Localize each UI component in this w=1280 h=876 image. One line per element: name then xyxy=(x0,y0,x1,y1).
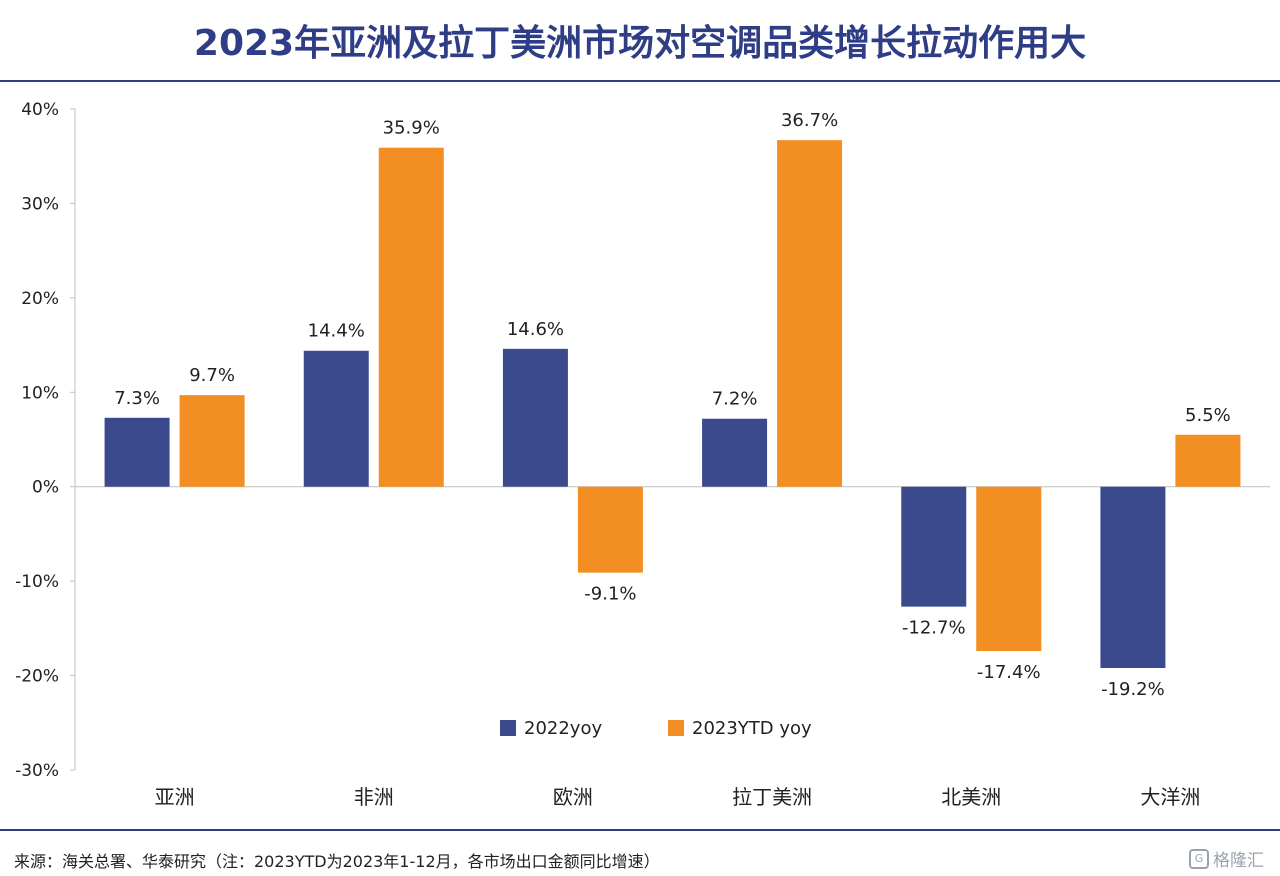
x-tick-label: 大洋洲 xyxy=(1140,785,1200,809)
bar-series2 xyxy=(378,147,444,487)
data-label: 36.7% xyxy=(781,110,838,131)
bar-series1 xyxy=(1100,486,1166,669)
data-label: 7.2% xyxy=(712,389,758,410)
data-label: -19.2% xyxy=(1101,679,1165,700)
y-tick-label: -30% xyxy=(15,761,59,781)
chart-title: 2023年亚洲及拉丁美洲市场对空调品类增长拉动作用大 xyxy=(193,23,1087,64)
bar-series2 xyxy=(179,395,245,487)
bar-series2 xyxy=(976,486,1042,652)
bar-series2 xyxy=(1175,434,1241,487)
legend-swatch xyxy=(500,720,516,736)
x-tick-label: 拉丁美洲 xyxy=(732,785,812,809)
bar-series1 xyxy=(303,350,369,487)
legend-label: 2022yoy xyxy=(524,718,602,739)
watermark-text: 格隆汇 xyxy=(1213,851,1264,871)
y-tick-label: 10% xyxy=(21,383,59,403)
x-tick-label: 北美洲 xyxy=(941,785,1001,809)
y-tick-label: 0% xyxy=(32,478,59,498)
data-label: -9.1% xyxy=(584,584,636,605)
bar-series1 xyxy=(702,418,768,487)
bar-series1 xyxy=(104,417,170,487)
data-label: -12.7% xyxy=(902,618,966,639)
source-note: 来源：海关总署、华泰研究（注：2023YTD为2023年1-12月，各市场出口金… xyxy=(14,852,660,871)
x-tick-label: 非洲 xyxy=(354,785,394,809)
title-divider xyxy=(0,80,1280,82)
data-label: 9.7% xyxy=(189,365,235,386)
data-label: 5.5% xyxy=(1185,405,1231,426)
data-label: 14.4% xyxy=(308,321,365,342)
x-tick-label: 亚洲 xyxy=(155,785,195,809)
y-tick-label: 40% xyxy=(21,100,59,120)
footer-divider xyxy=(0,829,1280,831)
bar-series1 xyxy=(901,486,967,607)
data-label: -17.4% xyxy=(977,662,1041,683)
y-tick-label: -20% xyxy=(15,667,59,687)
legend-label: 2023YTD yoy xyxy=(692,718,812,739)
data-label: 14.6% xyxy=(507,319,564,340)
y-tick-label: 20% xyxy=(21,289,59,309)
data-label: 35.9% xyxy=(383,118,440,139)
y-tick-label: 30% xyxy=(21,194,59,214)
watermark: G 格隆汇 xyxy=(1189,846,1264,871)
bar-series2 xyxy=(577,486,643,573)
bar-chart: 40% 30% 20% 10% 0% -10% -20% -30% 7.3% 9.7% 亚洲 14.4… xyxy=(15,100,1270,809)
bar-series1 xyxy=(502,348,568,487)
watermark-logo-icon: G xyxy=(1189,848,1209,869)
data-label: 7.3% xyxy=(114,388,160,409)
legend-swatch xyxy=(668,720,684,736)
bar-series2 xyxy=(777,140,843,487)
y-tick-label: -10% xyxy=(15,572,59,592)
x-tick-label: 欧洲 xyxy=(553,785,593,809)
